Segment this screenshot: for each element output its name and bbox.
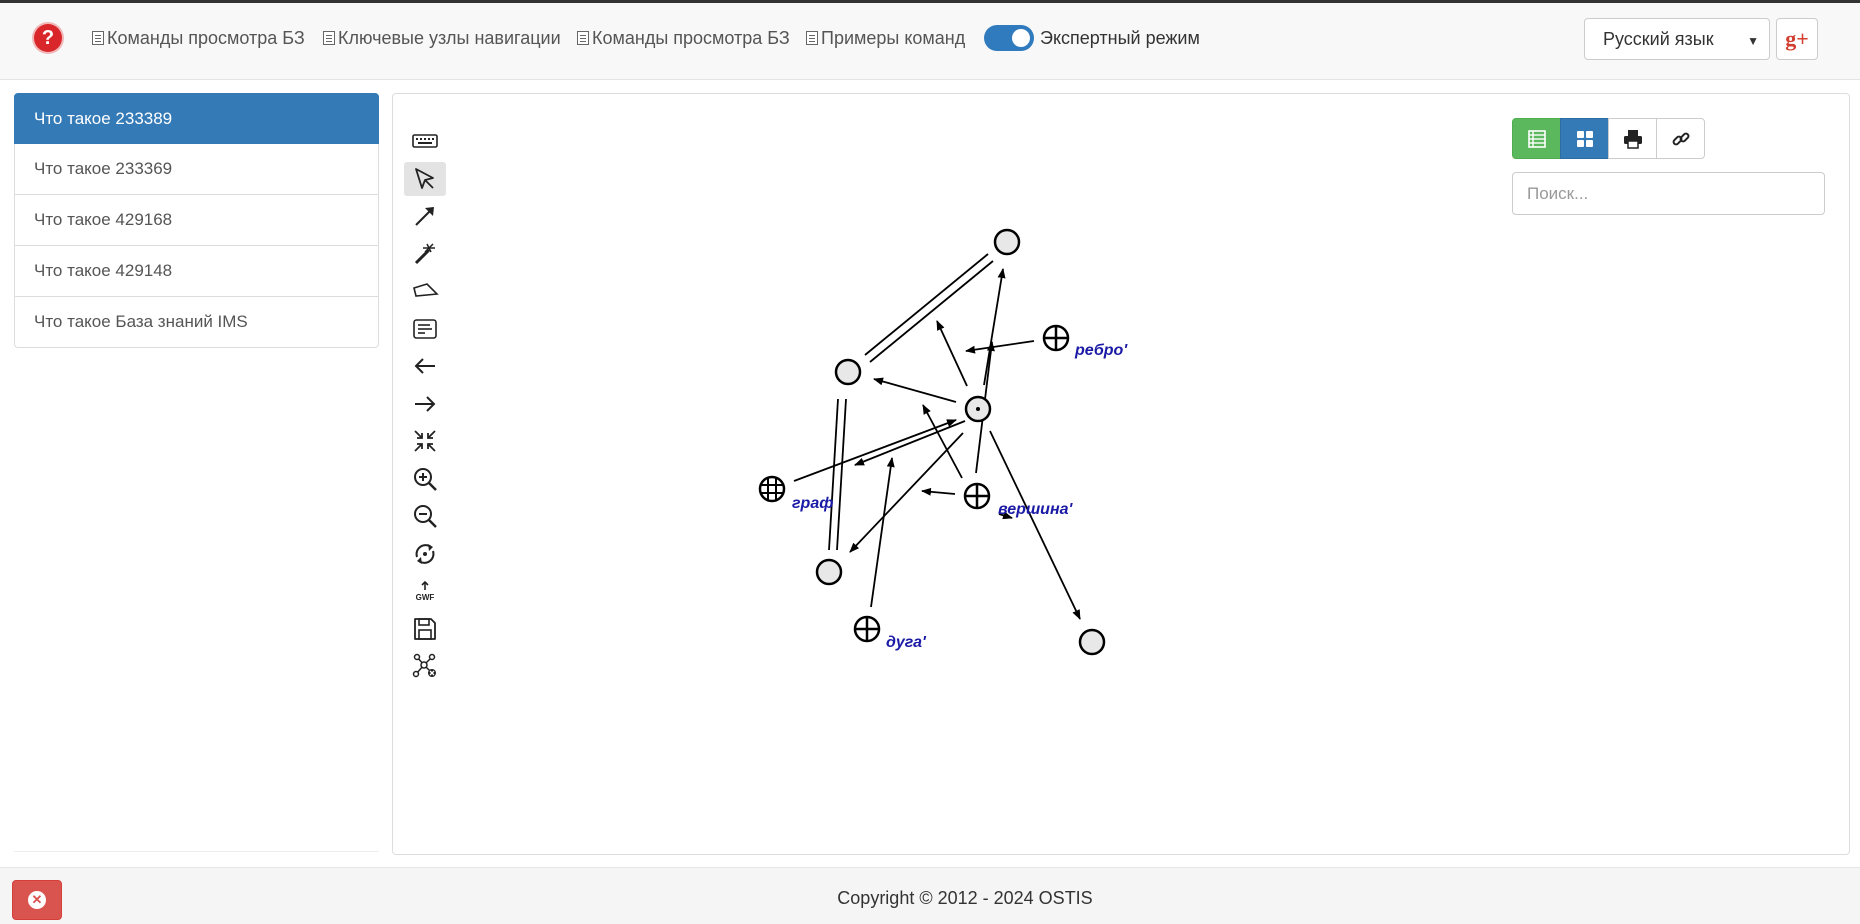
editor-toolbar: GWF — [404, 124, 448, 687]
list-view-button[interactable] — [1512, 118, 1561, 159]
keyboard-icon[interactable] — [404, 124, 446, 158]
arc-line — [921, 487, 956, 496]
arc-line — [922, 404, 963, 479]
nav-link-command-examples[interactable]: Примеры команд — [806, 25, 965, 51]
arc-line — [983, 268, 1006, 386]
close-circle-icon: ✕ — [28, 891, 46, 909]
graph-node[interactable] — [993, 228, 1021, 256]
edge-line — [869, 260, 994, 363]
edge-line — [828, 398, 839, 551]
print-icon — [1623, 129, 1642, 149]
graph-class-node[interactable] — [758, 475, 786, 503]
arc-tool-icon[interactable] — [404, 199, 446, 233]
copyright-text: Copyright © 2012 - 2024 OSTIS — [837, 888, 1093, 908]
vertex-class-node[interactable] — [963, 482, 991, 510]
sidebar-item-429168[interactable]: Что такое 429168 — [14, 195, 379, 246]
view-button-group — [1512, 118, 1705, 159]
help-icon[interactable]: ? — [34, 24, 62, 52]
graph-label-edge: ребро' — [1074, 342, 1128, 359]
scg-graph-canvas[interactable]: ребро' вершина' граф дуга' — [392, 93, 1850, 855]
edge-line — [836, 398, 847, 551]
undo-arrow-icon[interactable] — [404, 349, 446, 383]
svg-text:GWF: GWF — [416, 593, 435, 602]
sidebar-item-ims-kb[interactable]: Что такое База знаний IMS — [14, 297, 379, 348]
search-input[interactable] — [1512, 172, 1825, 215]
grid-view-icon — [1576, 130, 1593, 147]
expert-mode-label: Экспертный режим — [1040, 28, 1200, 48]
edge-line — [864, 253, 989, 356]
arc-line — [936, 320, 968, 387]
graph-label-vertex: вершина' — [998, 501, 1074, 518]
scg-editor-panel — [392, 93, 1850, 855]
list-view-icon — [1527, 129, 1546, 148]
save-icon[interactable] — [404, 612, 446, 646]
fit-center-icon[interactable] — [404, 424, 446, 458]
permalink-button[interactable] — [1656, 118, 1705, 159]
sidebar-item-429148[interactable]: Что такое 429148 — [14, 246, 379, 297]
nav-link-kb-commands[interactable]: Команды просмотра БЗ — [92, 25, 305, 51]
document-icon — [806, 31, 818, 45]
arc-line — [998, 511, 1013, 520]
document-icon — [323, 31, 335, 45]
expert-mode-toggle[interactable] — [984, 25, 1034, 51]
link-tool-icon[interactable] — [404, 312, 446, 346]
contour-tool-icon[interactable] — [404, 274, 446, 308]
arc-line — [989, 430, 1081, 620]
graph-integrate-icon[interactable] — [404, 649, 446, 683]
sidebar-history: Что такое 233389 Что такое 233369 Что та… — [14, 93, 379, 348]
graph-label-graph: граф — [792, 495, 833, 512]
arc-line — [849, 432, 964, 553]
graph-node[interactable] — [1078, 628, 1106, 656]
language-select[interactable]: Русский язык ▼ — [1584, 18, 1770, 60]
arc-line — [854, 420, 966, 466]
link-icon — [1672, 132, 1689, 145]
sidebar-item-233369[interactable]: Что такое 233369 — [14, 144, 379, 195]
nav-link-kb-commands-2[interactable]: Команды просмотра БЗ — [577, 25, 790, 51]
language-selected-value: Русский язык — [1603, 29, 1714, 49]
document-icon — [92, 31, 104, 45]
document-icon — [577, 31, 589, 45]
zoom-in-icon[interactable] — [404, 462, 446, 496]
arc-line — [965, 340, 1035, 354]
close-window-button[interactable]: ✕ — [12, 880, 62, 920]
nav-link-key-nodes[interactable]: Ключевые узлы навигации — [323, 25, 561, 51]
arc-line — [793, 419, 957, 482]
toggle-knob — [1012, 29, 1030, 47]
graph-label-arc: дуга' — [886, 634, 927, 651]
nav-link-label: Примеры команд — [821, 28, 966, 48]
arc-line — [870, 457, 895, 608]
sidebar-item-233389[interactable]: Что такое 233389 — [14, 93, 379, 144]
google-plus-button[interactable]: g+ — [1776, 18, 1818, 60]
print-button[interactable] — [1608, 118, 1657, 159]
zoom-out-icon[interactable] — [404, 499, 446, 533]
nav-link-label: Ключевые узлы навигации — [338, 28, 561, 48]
graph-node[interactable] — [815, 558, 843, 586]
arc-class-node[interactable] — [853, 615, 881, 643]
arc-line — [873, 377, 957, 403]
bus-tool-icon[interactable] — [404, 237, 446, 271]
sidebar-divider — [14, 851, 379, 852]
chevron-down-icon: ▼ — [1747, 34, 1759, 48]
nav-link-label: Команды просмотра БЗ — [107, 28, 305, 48]
gwf-upload-icon[interactable]: GWF — [404, 574, 446, 608]
top-navbar: ? Команды просмотра БЗ Ключевые узлы нав… — [0, 0, 1860, 80]
graph-node[interactable] — [834, 358, 862, 386]
footer: ✕ Copyright © 2012 - 2024 OSTIS — [0, 867, 1860, 924]
nav-link-label: Команды просмотра БЗ — [592, 28, 790, 48]
select-pointer-icon[interactable] — [404, 161, 446, 196]
redo-arrow-icon[interactable] — [404, 387, 446, 421]
center-node[interactable] — [964, 395, 992, 423]
refresh-layout-icon[interactable] — [404, 537, 446, 571]
edge-class-node[interactable] — [1042, 324, 1070, 352]
grid-view-button[interactable] — [1560, 118, 1609, 159]
